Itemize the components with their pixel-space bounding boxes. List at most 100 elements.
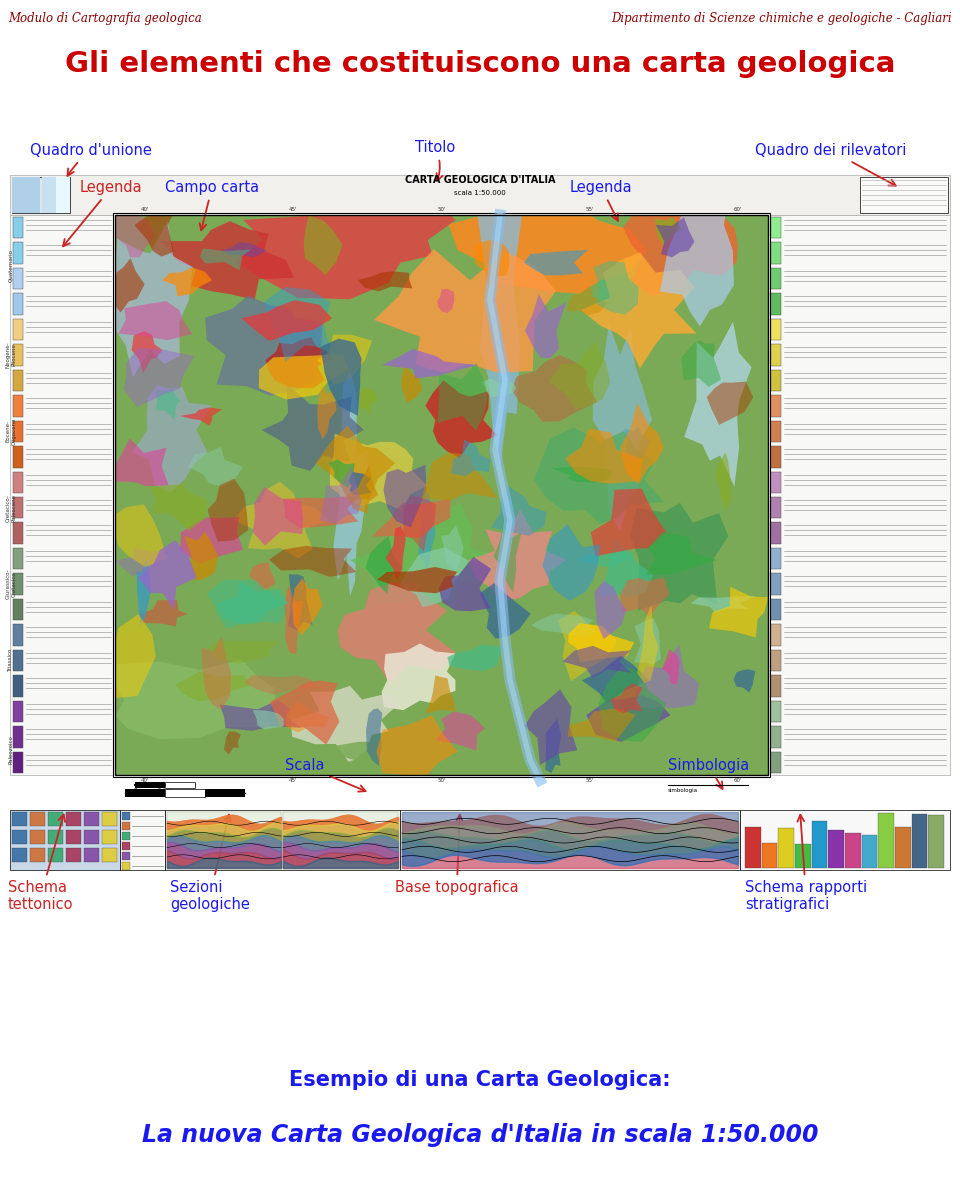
Bar (122, 822, 130, 830)
Text: 45': 45' (289, 778, 298, 782)
Bar (771, 573, 781, 594)
Bar (845, 833, 861, 868)
Bar (13, 548, 23, 569)
Text: Schema
tettonico: Schema tettonico (8, 815, 74, 912)
Bar (102, 830, 117, 844)
Polygon shape (115, 548, 169, 576)
Polygon shape (285, 701, 329, 732)
Text: 50': 50' (437, 778, 445, 782)
Bar (48, 848, 63, 862)
Polygon shape (592, 324, 652, 532)
Bar (13, 599, 23, 621)
Polygon shape (620, 403, 664, 484)
Text: Titolo: Titolo (415, 141, 455, 181)
Polygon shape (624, 426, 650, 461)
Polygon shape (565, 429, 642, 484)
Polygon shape (269, 545, 356, 576)
Polygon shape (115, 660, 276, 740)
Polygon shape (321, 338, 362, 416)
Text: Eocene-
Oligocene: Eocene- Oligocene (6, 418, 16, 445)
Polygon shape (525, 690, 577, 765)
Bar (771, 523, 781, 544)
Polygon shape (161, 222, 294, 300)
Text: 60': 60' (733, 207, 742, 212)
Polygon shape (241, 300, 332, 341)
Text: Paleozoico: Paleozoico (9, 735, 13, 763)
Bar (13, 217, 23, 238)
Polygon shape (250, 562, 276, 588)
Bar (771, 344, 781, 366)
Polygon shape (593, 261, 638, 314)
Polygon shape (524, 250, 588, 275)
Bar (48, 812, 63, 827)
Polygon shape (598, 667, 666, 742)
Polygon shape (435, 711, 485, 750)
Polygon shape (234, 481, 329, 559)
Bar (862, 836, 877, 868)
Bar (205, 788, 245, 797)
Bar (102, 812, 117, 827)
Polygon shape (636, 644, 699, 709)
Bar (13, 497, 23, 518)
Polygon shape (637, 605, 659, 684)
Polygon shape (350, 503, 506, 605)
Text: 55': 55' (586, 778, 594, 782)
Bar (56, 177, 70, 213)
Polygon shape (347, 466, 378, 513)
Bar (12, 177, 70, 213)
Text: Giurassico-
Cretacico: Giurassico- Cretacico (6, 569, 16, 599)
Bar (66, 812, 81, 827)
Polygon shape (284, 585, 302, 654)
Bar (13, 447, 23, 468)
Bar (771, 395, 781, 417)
Bar (102, 848, 117, 862)
Polygon shape (115, 258, 145, 312)
Polygon shape (372, 499, 450, 538)
Polygon shape (216, 580, 288, 624)
Polygon shape (207, 479, 249, 542)
Text: 5 km: 5 km (158, 788, 172, 793)
Polygon shape (175, 672, 252, 701)
Bar (828, 830, 844, 868)
Text: Quadro dei rilevatori: Quadro dei rilevatori (755, 143, 906, 186)
Polygon shape (425, 380, 497, 459)
Text: Cretacico-
Paleocene: Cretacico- Paleocene (6, 494, 16, 522)
Bar (771, 497, 781, 518)
Text: 55': 55' (586, 207, 594, 212)
Polygon shape (115, 505, 167, 567)
Bar (122, 862, 130, 869)
Polygon shape (207, 641, 279, 663)
Polygon shape (709, 587, 768, 637)
Bar (779, 828, 794, 868)
Bar (66, 830, 81, 844)
Bar (84, 848, 99, 862)
Polygon shape (115, 220, 193, 378)
Polygon shape (180, 407, 222, 426)
Polygon shape (115, 615, 156, 698)
Polygon shape (206, 580, 288, 629)
Text: Quaternario: Quaternario (9, 249, 13, 282)
Bar (745, 828, 760, 868)
Text: Simbologia: Simbologia (668, 757, 749, 788)
Polygon shape (386, 526, 406, 580)
Bar (13, 523, 23, 544)
Text: scala 1:50.000: scala 1:50.000 (454, 191, 506, 197)
Text: Gli elementi che costituiscono una carta geologica: Gli elementi che costituiscono una carta… (65, 50, 895, 77)
Bar (771, 472, 781, 493)
Bar (10, 810, 120, 869)
Polygon shape (224, 731, 241, 755)
Polygon shape (447, 644, 503, 672)
Polygon shape (124, 348, 195, 407)
Bar (928, 815, 944, 868)
Bar (30, 848, 45, 862)
Polygon shape (630, 503, 729, 611)
Text: 40': 40' (141, 207, 149, 212)
Bar (167, 812, 281, 868)
Polygon shape (421, 453, 498, 500)
Polygon shape (270, 680, 340, 744)
Bar (122, 833, 130, 840)
Bar (761, 843, 778, 868)
Bar (165, 788, 205, 797)
Text: Modulo di Cartografia geologica: Modulo di Cartografia geologica (8, 12, 202, 25)
Polygon shape (399, 547, 469, 607)
